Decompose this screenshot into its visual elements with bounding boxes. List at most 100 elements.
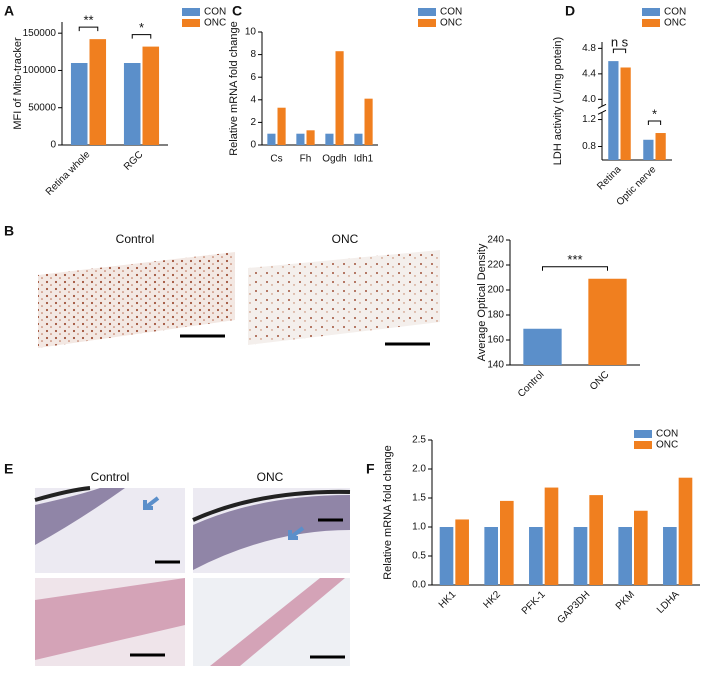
significance-label: **: [83, 13, 93, 28]
bar: [364, 98, 373, 145]
significance-label: n s: [611, 35, 629, 50]
micrograph: [248, 250, 440, 345]
bar: [618, 527, 632, 585]
legend-swatch: [634, 441, 652, 449]
axis-break: [598, 106, 606, 113]
legend-label: ONC: [440, 18, 462, 29]
x-tick-label: ONC: [588, 369, 612, 393]
bar: [267, 133, 276, 145]
bar: [523, 328, 562, 365]
tissue: [210, 578, 345, 666]
significance-bracket: [78, 26, 99, 32]
bar: [500, 500, 514, 585]
legend-label: CON: [656, 429, 678, 440]
panel-label: A: [4, 3, 14, 19]
legend-label: CON: [664, 7, 686, 18]
y-tick-label: 4.0: [582, 94, 596, 105]
y-tick-label: 240: [487, 235, 504, 246]
y-tick-label: 100000: [23, 65, 57, 76]
y-axis-title: Relative mRNA fold change: [382, 445, 394, 580]
bar: [277, 107, 286, 145]
y-tick-label: 150000: [23, 28, 57, 39]
y-tick-label: 1.0: [412, 522, 426, 533]
bar: [544, 487, 559, 585]
legend-swatch: [642, 8, 660, 16]
legend-label: ONC: [664, 18, 686, 29]
image-caption: ONC: [257, 470, 284, 484]
tissue: [35, 578, 185, 660]
x-tick-label: GAP3DH: [555, 589, 592, 626]
y-axis-title: LDH activity (U/mg potein): [552, 37, 564, 165]
x-tick-label: Fh: [300, 154, 312, 165]
bar: [354, 133, 363, 145]
bar: [439, 527, 454, 585]
y-tick-label: 4.8: [582, 43, 596, 54]
y-tick-label: 2.5: [412, 435, 426, 446]
x-tick-label: HK2: [481, 589, 503, 611]
significance-label: *: [652, 106, 657, 121]
panel-label: D: [565, 3, 575, 19]
y-tick-label: 0: [250, 140, 256, 151]
y-tick-label: 1.2: [582, 114, 596, 125]
y-axis-title: MFI of Mito-tracker: [12, 37, 24, 130]
significance-bracket: [612, 48, 627, 54]
x-tick-label: LDHA: [655, 589, 682, 616]
y-tick-label: 2.0: [412, 464, 426, 475]
significance-label: ***: [567, 252, 582, 267]
bar: [588, 278, 627, 365]
bar: [589, 495, 603, 585]
bar: [123, 63, 141, 145]
y-tick-label: 0.8: [582, 141, 596, 152]
y-tick-label: 2: [250, 117, 256, 128]
micrograph: [38, 252, 235, 348]
bar: [455, 519, 469, 585]
tissue: [34, 486, 91, 502]
x-tick-label: RGC: [122, 149, 146, 173]
x-tick-label: Idh1: [354, 154, 374, 165]
bar: [663, 527, 677, 585]
panel-label: F: [366, 461, 375, 477]
bar: [335, 51, 344, 145]
y-tick-label: 160: [487, 335, 504, 346]
panel-label: C: [232, 3, 242, 19]
bar: [296, 133, 305, 145]
y-tick-label: 1.5: [412, 493, 426, 504]
legend-swatch: [418, 8, 436, 16]
legend-swatch: [182, 8, 200, 16]
significance-bracket: [131, 34, 152, 39]
significance-bracket: [647, 120, 662, 126]
legend-swatch: [634, 430, 652, 438]
y-tick-label: 0.5: [412, 551, 426, 562]
image-caption: ONC: [332, 232, 359, 246]
x-tick-label: Cs: [270, 154, 282, 165]
legend-label: CON: [440, 7, 462, 18]
bar: [325, 133, 334, 145]
bar: [306, 130, 315, 145]
x-tick-label: PKM: [614, 589, 637, 612]
y-tick-label: 0: [50, 140, 56, 151]
bar: [529, 527, 543, 585]
legend-swatch: [182, 19, 200, 27]
legend-swatch: [418, 19, 436, 27]
y-tick-label: 8: [250, 49, 256, 60]
x-tick-label: PFK-1: [520, 589, 548, 617]
x-tick-label: Retina: [595, 164, 624, 193]
y-tick-label: 0.0: [412, 580, 426, 591]
significance-bracket: [542, 266, 608, 271]
y-tick-label: 140: [487, 360, 504, 371]
bar: [634, 510, 648, 585]
x-tick-label: Ogdh: [322, 154, 346, 165]
image-caption: Control: [91, 470, 130, 484]
y-tick-label: 10: [245, 27, 257, 38]
significance-label: *: [139, 20, 144, 35]
legend-swatch: [642, 19, 660, 27]
y-axis-title: Average Optical Density: [476, 243, 488, 361]
panel-label: B: [4, 223, 14, 239]
x-tick-label: HK1: [437, 589, 459, 611]
bar: [573, 527, 588, 585]
y-tick-label: 180: [487, 310, 504, 321]
bar: [89, 39, 107, 145]
panel-label: E: [4, 461, 13, 477]
legend-label: ONC: [204, 18, 226, 29]
y-tick-label: 200: [487, 285, 504, 296]
